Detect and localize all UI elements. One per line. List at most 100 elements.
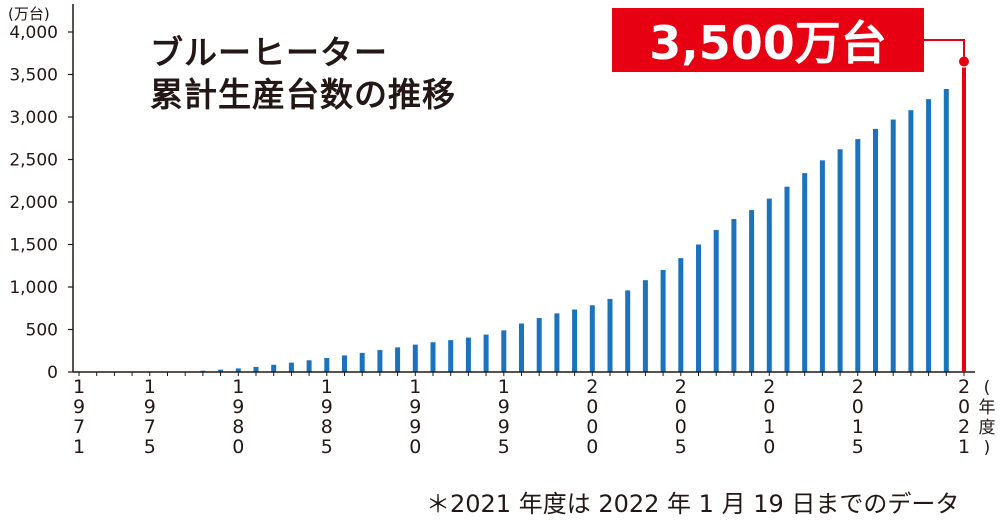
x-tick-label: 0 <box>763 436 775 458</box>
x-axis-unit: 年 <box>979 398 996 418</box>
bar <box>625 290 631 372</box>
chart-title-line-1: ブルーヒーター <box>150 33 388 72</box>
x-tick-label: 2 <box>958 376 970 398</box>
bar <box>766 198 772 372</box>
x-tick-label: 1 <box>852 416 864 438</box>
x-tick-label: 0 <box>958 396 970 418</box>
x-tick-label: 0 <box>586 416 598 438</box>
chart-title-line-2: 累計生産台数の推移 <box>150 75 456 114</box>
bar <box>731 219 737 372</box>
bar <box>235 368 241 372</box>
x-tick-label: 9 <box>232 396 244 418</box>
x-tick-label: 0 <box>852 396 864 418</box>
highlight-marker <box>924 39 969 372</box>
x-tick-label: 7 <box>73 416 85 438</box>
bar <box>642 280 648 372</box>
bar <box>819 160 825 372</box>
bar <box>306 360 312 372</box>
x-tick-label: 9 <box>409 396 421 418</box>
bar <box>218 369 224 372</box>
highlight-dot <box>959 56 969 67</box>
y-tick-label: 1,000 <box>9 278 58 298</box>
bar <box>342 355 347 372</box>
x-tick-label: 1 <box>232 376 244 398</box>
x-tick-label: 1 <box>498 376 510 398</box>
x-tick-label: 9 <box>144 396 156 418</box>
bar <box>943 88 949 372</box>
bar <box>519 323 524 372</box>
bar <box>288 362 294 372</box>
bar <box>660 270 666 372</box>
bar <box>908 110 914 372</box>
x-axis-unit: ( <box>984 378 991 398</box>
bar <box>501 330 507 372</box>
x-tick-label: 0 <box>675 416 687 438</box>
x-tick-label: 0 <box>232 436 244 458</box>
bar <box>802 173 808 372</box>
x-tick-label: 2 <box>675 376 687 398</box>
x-tick-label: 8 <box>232 416 244 438</box>
bar <box>713 230 719 372</box>
y-tick-label: 2,500 <box>9 151 58 171</box>
x-tick-label: 0 <box>586 436 598 458</box>
x-tick-label: 7 <box>144 416 156 438</box>
bar <box>483 334 489 372</box>
x-axis: 1971197519801985199019952000200520102015… <box>73 371 996 458</box>
bar <box>607 298 613 372</box>
x-tick-label: 9 <box>73 396 85 418</box>
bar <box>430 342 436 372</box>
y-axis-unit: (万台) <box>8 5 50 23</box>
x-axis-unit: ) <box>984 438 991 458</box>
bar <box>678 258 684 372</box>
x-axis-unit: 度 <box>979 418 996 438</box>
x-tick-label: 8 <box>321 416 333 438</box>
bar <box>589 305 595 372</box>
total-callout-box: 3,500万台 <box>612 8 924 72</box>
x-tick-label: 1 <box>321 376 333 398</box>
y-tick-label: 1,500 <box>9 236 58 256</box>
x-tick-label: 1 <box>958 436 970 458</box>
bar <box>253 366 259 372</box>
x-tick-label: 9 <box>321 396 333 418</box>
bar <box>395 347 401 372</box>
bar <box>784 186 790 372</box>
x-tick-label: 0 <box>675 396 687 418</box>
x-tick-label: 9 <box>498 416 510 438</box>
callout-leader-line <box>924 39 965 57</box>
x-tick-label: 5 <box>852 436 864 458</box>
y-tick-label: 500 <box>26 321 58 341</box>
y-tick-label: 2,000 <box>9 193 58 213</box>
x-tick-label: 1 <box>409 376 421 398</box>
x-tick-label: 2 <box>958 416 970 438</box>
bar <box>448 340 454 372</box>
bar-series <box>182 88 949 373</box>
bar <box>855 139 861 372</box>
x-tick-label: 5 <box>144 436 156 458</box>
bar <box>359 352 365 372</box>
bar <box>749 210 755 372</box>
x-tick-label: 2 <box>763 376 775 398</box>
x-tick-label: 2 <box>852 376 864 398</box>
bar <box>696 244 701 372</box>
x-tick-label: 2 <box>586 376 598 398</box>
footnote: ＊2021 年度は 2022 年 1 月 19 日までのデータ <box>426 490 960 518</box>
y-tick-label: 0 <box>47 363 58 383</box>
bar <box>926 99 932 373</box>
y-tick-label: 4,000 <box>9 23 58 43</box>
bar <box>572 309 578 372</box>
bar <box>536 318 542 372</box>
x-tick-label: 1 <box>144 376 156 398</box>
x-tick-label: 1 <box>73 376 85 398</box>
bar <box>873 128 878 372</box>
y-tick-label: 3,500 <box>9 66 58 86</box>
x-tick-label: 5 <box>321 436 333 458</box>
bar <box>324 357 330 372</box>
x-tick-label: 0 <box>586 396 598 418</box>
bar <box>412 344 418 372</box>
bar <box>554 313 560 372</box>
x-tick-label: 5 <box>675 436 687 458</box>
bar <box>465 337 471 372</box>
highlight-bar <box>962 67 966 372</box>
x-tick-label: 9 <box>409 416 421 438</box>
